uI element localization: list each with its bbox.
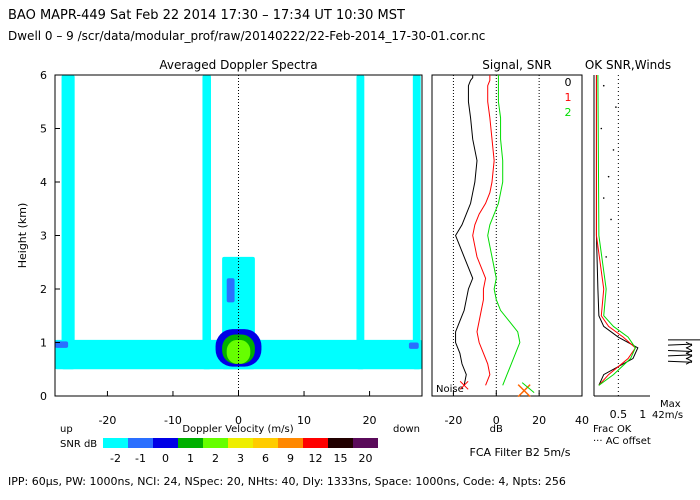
wind-arrow-head (685, 341, 693, 346)
winds-series-0 (595, 75, 639, 386)
spectra-y-tick-label: 4 (40, 176, 47, 189)
snr-colorbar-cell (303, 438, 328, 448)
signal-title: Signal, SNR (482, 58, 551, 72)
snr-colorbar-cell (128, 438, 153, 448)
spectra-y-tick-label: 0 (40, 390, 47, 403)
spectra-region-7 (55, 341, 69, 348)
ac-offset-point (612, 149, 615, 151)
header-title: BAO MAPR-449 Sat Feb 22 2014 17:30 – 17:… (8, 8, 405, 23)
snr-colorbar-tick-label: -2 (110, 452, 121, 465)
spectra-x-tick-label: -10 (164, 414, 182, 427)
wind-arrow (667, 350, 693, 353)
signal-x-tick-label: 20 (532, 414, 546, 427)
snr-colorbar-tick-label: 12 (309, 452, 323, 465)
snr-colorbar-tick-label: 15 (334, 452, 348, 465)
snr-colorbar-cell (328, 438, 353, 448)
signal-series-2 (487, 75, 521, 386)
wind-arrow-head (685, 347, 693, 351)
winds-x-axis-label: Frac OK (593, 424, 632, 435)
ac-offset-point (605, 256, 607, 258)
max-wind-value: 42m/s (652, 410, 683, 421)
noise-marker (459, 380, 469, 390)
signal-legend-1: 1 (565, 91, 572, 104)
snr-marker (517, 384, 531, 398)
ac-offset-label: ··· AC offset (593, 436, 651, 447)
snr-colorbar-tick-label: 6 (262, 452, 269, 465)
spectra-y-tick-label: 2 (40, 283, 47, 296)
spectra-title: Averaged Doppler Spectra (159, 58, 317, 72)
snr-colorbar-cell (228, 438, 253, 448)
signal-x-tick-label: 0 (493, 414, 500, 427)
snr-colorbar-cell (153, 438, 178, 448)
snr-colorbar-tick-label: 0 (162, 452, 169, 465)
snr-colorbar-tick-label: 1 (187, 452, 194, 465)
spectra-region-3 (356, 75, 365, 370)
signal-series-1 (472, 75, 495, 386)
signal-legend-0: 0 (565, 76, 572, 89)
wind-arrow-head (685, 357, 693, 362)
ac-offset-point (602, 84, 605, 87)
spectra-y-tick-label: 5 (40, 123, 47, 136)
spectra-y-tick-label: 6 (40, 69, 47, 82)
spectra-region-8 (408, 342, 419, 349)
wind-arrow (667, 343, 693, 346)
spectra-y-tick-label: 3 (40, 230, 47, 243)
signal-legend-2: 2 (565, 106, 572, 119)
winds-x-tick-label: 1 (639, 408, 646, 421)
ac-offset-point (602, 197, 605, 199)
snr-colorbar-label: SNR dB (60, 439, 97, 450)
header-dwell-path: Dwell 0 – 9 /scr/data/modular_prof/raw/2… (8, 29, 486, 43)
wind-arrow-head (685, 352, 693, 357)
spectra-region-4 (412, 75, 421, 370)
wind-arrow (667, 360, 693, 363)
ac-offset-point (610, 218, 612, 221)
signal-plot-frame (431, 74, 583, 397)
snr-colorbar-cell (178, 438, 203, 448)
spectra-x-tick-label: 0 (235, 414, 242, 427)
max-wind-label: Max (660, 399, 681, 410)
snr-colorbar-tick-label: 9 (287, 452, 294, 465)
spectra-region-2 (202, 75, 211, 370)
spectra-up-label: up (60, 424, 73, 435)
snr-colorbar-cell (253, 438, 278, 448)
snr-marker-green (521, 382, 535, 394)
filter-label: FCA Filter B2 5m/s (470, 446, 571, 459)
wind-arrow (667, 354, 693, 357)
snr-colorbar-cell (278, 438, 303, 448)
spectra-x-tick-label: 10 (297, 414, 311, 427)
noise-label: Noise (436, 384, 464, 395)
signal-series-0 (455, 75, 478, 386)
ac-offset-point (615, 106, 617, 108)
spectra-down-label: down (393, 424, 420, 435)
winds-x-tick-label: 0.5 (610, 408, 628, 421)
snr-colorbar-cell (203, 438, 228, 448)
snr-colorbar-tick-label: -1 (135, 452, 146, 465)
snr-colorbar-tick-label: 2 (212, 452, 219, 465)
spectra-x-tick-label: -20 (98, 414, 116, 427)
snr-colorbar-tick-label: 20 (359, 452, 373, 465)
spectra-x-axis-label: Doppler Velocity (m/s) (182, 424, 293, 435)
signal-x-axis-label: dB (490, 424, 503, 435)
spectra-region-6 (226, 278, 235, 303)
spectra-region-1 (61, 75, 75, 370)
spectra-x-tick-label: 20 (363, 414, 377, 427)
snr-colorbar-cell (103, 438, 128, 448)
signal-x-tick-label: -20 (444, 414, 462, 427)
spectra-y-tick-label: 1 (40, 337, 47, 350)
footer-parameters: IPP: 60μs, PW: 1000ns, NCI: 24, NSpec: 2… (8, 475, 566, 488)
snr-colorbar-tick-label: 3 (237, 452, 244, 465)
winds-title: OK SNR,Winds (585, 58, 671, 72)
winds-series-1 (595, 75, 637, 386)
snr-colorbar-cell (353, 438, 378, 448)
ac-offset-point (600, 127, 603, 130)
signal-x-tick-label: 40 (575, 414, 589, 427)
winds-series-2 (597, 74, 636, 386)
wind-arrow-head (685, 360, 693, 365)
spectra-y-axis-label: Height (km) (16, 203, 29, 269)
ac-offset-point (607, 175, 610, 178)
